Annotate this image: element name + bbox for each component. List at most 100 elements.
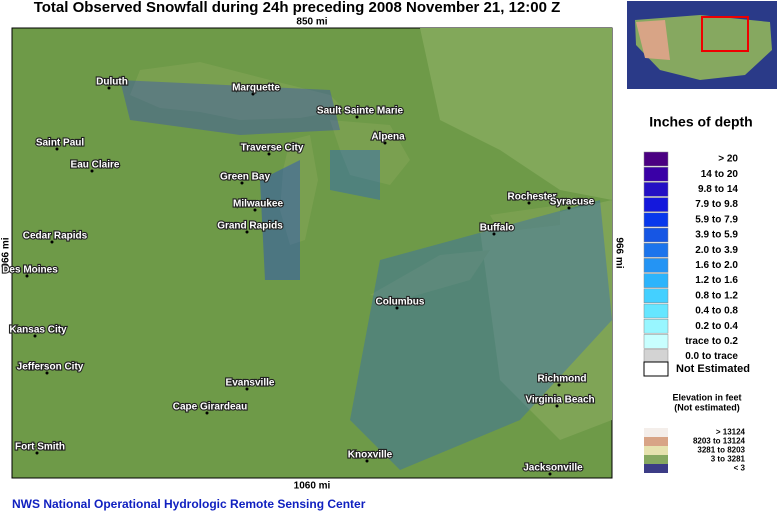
elevation-swatch [644,437,668,446]
legend-swatch [643,334,669,349]
legend-swatch [643,258,669,273]
city-marker [35,451,39,455]
elevation-label: 8203 to 13124 [693,437,746,446]
city-label: Eau Claire [71,160,120,171]
legend-swatch [643,318,669,334]
city-marker [107,86,111,90]
city-label: Richmond [538,374,587,385]
legend-label: 1.2 to 1.6 [695,275,738,286]
city-label: Duluth [96,77,128,88]
legend-label: 7.9 to 9.8 [695,199,738,210]
city-label: Alpena [371,132,405,143]
city-label: Kansas City [9,325,67,336]
elevation-label: 3 to 3281 [711,455,746,464]
city-marker [25,274,29,278]
city-marker [365,459,369,463]
city-label: Buffalo [480,223,514,234]
legend-swatch [643,227,669,243]
elevation-label: 3281 to 8203 [697,446,745,455]
city-label: Green Bay [220,172,270,183]
city-marker [492,232,496,236]
legend-label: 1.6 to 2.0 [695,260,738,271]
city-label: Des Moines [2,265,58,276]
city-label: Marquette [232,83,280,94]
legend-title: Inches of depth [649,114,752,130]
city-label: Grand Rapids [217,221,283,232]
legend-swatch [643,166,669,182]
legend-swatch [643,197,669,212]
legend-label: 0.2 to 0.4 [695,321,738,332]
elevation-label: > 13124 [716,428,746,437]
legend-swatch [643,361,669,377]
legend-swatch [643,151,669,167]
scale-label: 966 mi [1,237,12,268]
city-marker [33,334,37,338]
legend-swatch [643,303,669,319]
city-label: Traverse City [241,143,304,154]
legend-label: 0.8 to 1.2 [695,290,738,301]
legend-label: 9.8 to 14 [698,184,738,195]
city-label: Cape Girardeau [173,402,247,413]
legend-label: 0.4 to 0.8 [695,306,738,317]
city-marker [555,404,559,408]
city-marker [355,115,359,119]
city-marker [55,147,59,151]
elevation-swatch [644,428,668,437]
city-label: Rochester [508,192,557,203]
legend-label: trace to 0.2 [685,336,738,347]
legend-label: 0.0 to trace [685,351,738,362]
city-label: Jacksonville [523,463,583,474]
city-label: Jefferson City [17,362,84,373]
legend-label: > 20 [718,154,738,165]
city-marker [557,383,561,387]
legend-label: 5.9 to 7.9 [695,214,738,225]
city-label: Evansville [226,378,275,389]
city-label: Sault Sainte Marie [317,106,404,117]
city-marker [395,306,399,310]
city-label: Columbus [376,297,425,308]
city-marker [548,472,552,476]
elevation-title: Elevation in feet [672,392,741,402]
elevation-subtitle: (Not estimated) [674,402,740,412]
city-marker [383,141,387,145]
inset-map [627,1,777,89]
scale-label: 1060 mi [294,481,331,492]
footer: NWS National Operational Hydrologic Remo… [12,497,366,511]
legend-swatch [643,212,669,228]
legend-label: 3.9 to 5.9 [695,230,738,241]
city-label: Knoxville [348,450,393,461]
city-label: Cedar Rapids [23,231,88,242]
city-marker [240,181,244,185]
title: Total Observed Snowfall during 24h prece… [34,0,561,16]
city-label: Virginia Beach [525,395,594,406]
elevation-swatch [644,464,668,473]
legend-swatch [643,288,669,304]
city-label: Fort Smith [15,442,65,453]
city-marker [45,371,49,375]
city-marker [253,208,257,212]
city-marker [90,169,94,173]
scale-label: 850 mi [296,17,327,28]
elevation-swatch [644,455,668,464]
elevation-label: < 3 [734,464,746,473]
scale-label: 966 mi [613,237,624,268]
legend-swatch [643,242,669,258]
legend-swatch [643,273,669,288]
legend-label: Not Estimated [676,363,750,375]
legend-label: 2.0 to 3.9 [695,245,738,256]
city-marker [567,206,571,210]
city-marker [251,92,255,96]
city-label: Milwaukee [233,199,283,210]
city-label: Syracuse [550,197,595,208]
city-label: Saint Paul [36,138,85,149]
city-marker [245,230,249,234]
legend-swatch [643,182,669,197]
city-marker [245,387,249,391]
city-marker [205,411,209,415]
city-marker [527,201,531,205]
map [11,27,613,479]
elevation-swatch [644,446,668,455]
legend-label: 14 to 20 [701,169,739,180]
city-marker [50,240,54,244]
